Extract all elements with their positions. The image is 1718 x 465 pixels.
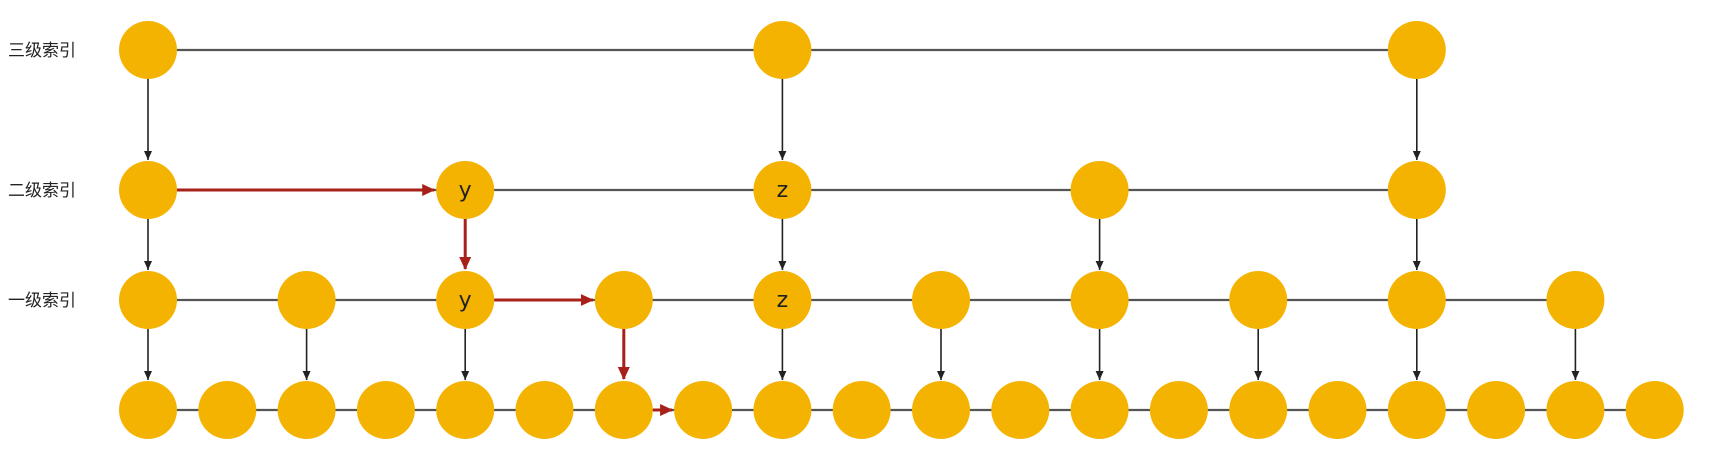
node-level1-4	[436, 161, 495, 219]
node-level3-4	[436, 381, 495, 439]
node-level0-8	[753, 21, 812, 79]
node-level3-13	[1149, 381, 1208, 439]
node-level3-17	[1467, 381, 1526, 439]
node-level3-18	[1546, 381, 1605, 439]
node-level2-18	[1546, 271, 1605, 329]
node-level3-3	[356, 381, 415, 439]
node-level3-10	[912, 381, 970, 439]
node-label-z: z	[777, 178, 789, 203]
node-level1-12	[1070, 161, 1129, 219]
node-label-y: y	[459, 178, 472, 203]
node-level0-0	[119, 21, 177, 79]
node-level2-16	[1387, 271, 1446, 329]
node-level2-2	[277, 271, 336, 329]
node-level2-14	[1229, 271, 1288, 329]
node-level3-5	[515, 381, 574, 439]
node-level3-14	[1229, 381, 1288, 439]
node-level3-7	[674, 381, 733, 439]
node-level3-6	[594, 381, 653, 439]
node-level3-8	[753, 381, 812, 439]
node-level3-1	[198, 381, 257, 439]
node-level2-6	[594, 271, 653, 329]
node-level3-16	[1387, 381, 1446, 439]
node-level3-11	[991, 381, 1050, 439]
node-level2-4	[436, 271, 495, 329]
node-level3-15	[1308, 381, 1367, 439]
node-level1-16	[1387, 161, 1446, 219]
node-level3-12	[1070, 381, 1129, 439]
node-level2-0	[119, 271, 177, 329]
node-level2-10	[912, 271, 970, 329]
node-level2-12	[1070, 271, 1129, 329]
level-label-0: 三级索引	[8, 41, 76, 61]
node-level3-19	[1625, 381, 1684, 439]
node-level1-8	[753, 161, 812, 219]
node-level0-16	[1387, 21, 1446, 79]
node-level3-9	[832, 381, 891, 439]
level-lines	[148, 48, 1655, 412]
node-label-z: z	[777, 288, 789, 313]
node-label-y: y	[459, 288, 472, 313]
node-level3-2	[277, 381, 336, 439]
node-level2-8	[753, 271, 812, 329]
down-pointers	[144, 79, 1580, 380]
level-label-2: 一级索引	[8, 291, 76, 311]
skip-list-nodes: y z y z	[119, 21, 1684, 439]
search-path	[177, 184, 674, 416]
level-label-1: 二级索引	[8, 181, 76, 201]
node-level3-0	[119, 381, 177, 439]
node-level1-0	[119, 161, 177, 219]
